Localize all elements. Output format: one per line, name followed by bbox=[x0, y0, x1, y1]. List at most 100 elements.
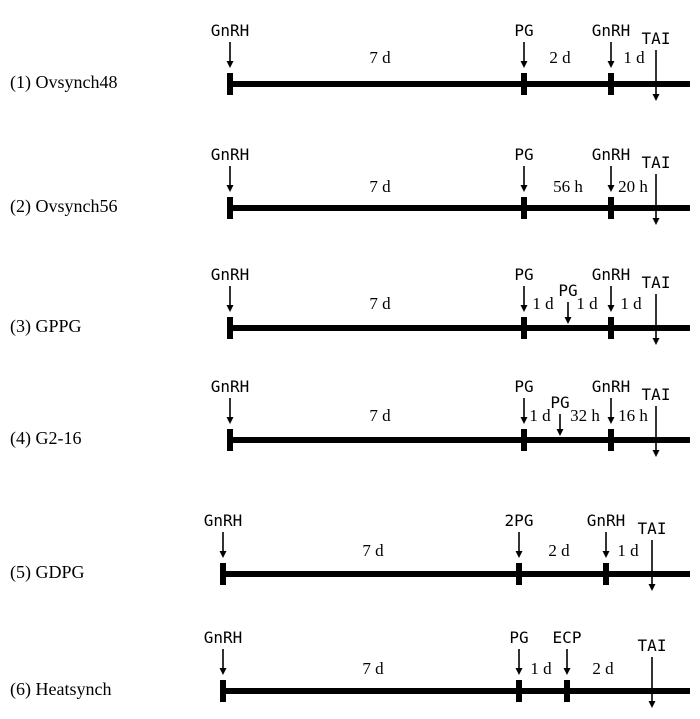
treatment-marker: GnRH bbox=[211, 145, 250, 219]
arrowhead-icon bbox=[648, 701, 656, 708]
treatment-marker: PG bbox=[514, 21, 534, 95]
protocol-row: (1) Ovsynch48 GnRH PG GnRH TAI 7 d 2 d 1 d bbox=[10, 21, 690, 101]
arrowhead-icon bbox=[520, 305, 528, 312]
arrowhead-icon bbox=[607, 417, 615, 424]
treatment-marker: PG bbox=[550, 393, 570, 436]
marker-label: PG bbox=[514, 377, 533, 396]
protocol-row: (5) GDPG GnRH 2PG GnRH TAI 7 d 2 d 1 d bbox=[10, 511, 690, 591]
interval-label: 2 d bbox=[549, 48, 571, 67]
interval-label: 7 d bbox=[369, 48, 391, 67]
marker-label: GnRH bbox=[592, 21, 631, 40]
treatment-marker: TAI bbox=[642, 29, 671, 101]
marker-label: TAI bbox=[642, 385, 671, 404]
interval-label: 20 h bbox=[618, 177, 648, 196]
arrowhead-icon bbox=[515, 551, 523, 558]
marker-label: GnRH bbox=[204, 511, 243, 530]
arrowhead-icon bbox=[602, 551, 610, 558]
interval-label: 2 d bbox=[548, 541, 570, 560]
arrowhead-icon bbox=[652, 338, 660, 345]
arrowhead-icon bbox=[520, 61, 528, 68]
marker-label: GnRH bbox=[211, 145, 250, 164]
interval-label: 7 d bbox=[369, 177, 391, 196]
treatment-marker: PG bbox=[514, 377, 534, 451]
treatment-marker: 2PG bbox=[505, 511, 534, 585]
interval-label: 1 d bbox=[530, 659, 552, 678]
interval-label: 1 d bbox=[620, 294, 642, 313]
protocol-label: (2) Ovsynch56 bbox=[10, 196, 117, 217]
marker-label: GnRH bbox=[211, 377, 250, 396]
arrowhead-icon bbox=[226, 61, 234, 68]
protocol-label: (5) GDPG bbox=[10, 562, 85, 583]
treatment-marker: GnRH bbox=[211, 377, 250, 451]
marker-label: GnRH bbox=[592, 377, 631, 396]
arrowhead-icon bbox=[226, 305, 234, 312]
marker-label: PG bbox=[558, 281, 577, 300]
marker-label: GnRH bbox=[211, 265, 250, 284]
arrowhead-icon bbox=[652, 94, 660, 101]
arrowhead-icon bbox=[652, 218, 660, 225]
marker-label: TAI bbox=[638, 519, 667, 538]
treatment-marker: TAI bbox=[638, 636, 667, 708]
treatment-marker: GnRH bbox=[592, 377, 631, 451]
arrowhead-icon bbox=[219, 668, 227, 675]
marker-label: GnRH bbox=[211, 21, 250, 40]
marker-label: GnRH bbox=[592, 145, 631, 164]
interval-label: 1 d bbox=[532, 294, 554, 313]
arrowhead-icon bbox=[226, 417, 234, 424]
protocol-label: (1) Ovsynch48 bbox=[10, 72, 117, 93]
treatment-marker: GnRH bbox=[211, 21, 250, 95]
protocol-label: (3) GPPG bbox=[10, 316, 82, 337]
interval-label: 2 d bbox=[592, 659, 614, 678]
marker-label: TAI bbox=[642, 153, 671, 172]
arrowhead-icon bbox=[648, 584, 656, 591]
interval-label: 1 d bbox=[623, 48, 645, 67]
treatment-marker: GnRH bbox=[587, 511, 626, 585]
arrowhead-icon bbox=[607, 185, 615, 192]
arrowhead-icon bbox=[219, 551, 227, 558]
interval-label: 7 d bbox=[369, 294, 391, 313]
marker-label: ECP bbox=[553, 628, 582, 647]
marker-label: TAI bbox=[638, 636, 667, 655]
treatment-marker: TAI bbox=[638, 519, 667, 591]
arrowhead-icon bbox=[520, 185, 528, 192]
treatment-marker: GnRH bbox=[211, 265, 250, 339]
treatment-marker: PG bbox=[514, 265, 534, 339]
marker-label: TAI bbox=[642, 29, 671, 48]
marker-label: 2PG bbox=[505, 511, 534, 530]
marker-label: GnRH bbox=[204, 628, 243, 647]
treatment-marker: GnRH bbox=[204, 628, 243, 702]
arrowhead-icon bbox=[563, 668, 571, 675]
protocol-row: (2) Ovsynch56 GnRH PG GnRH TAI 7 d 56 h 20 h bbox=[10, 145, 690, 225]
protocol-row: (6) Heatsynch GnRH PG ECP TAI 7 d 1 d 2 d bbox=[10, 628, 690, 708]
interval-label: 32 h bbox=[570, 406, 600, 425]
protocol-label: (4) G2-16 bbox=[10, 428, 81, 449]
protocol-row: (4) G2-16 GnRH PG PG GnRH TAI 7 d 1 d 32 h 16 h bbox=[10, 377, 690, 457]
arrowhead-icon bbox=[226, 185, 234, 192]
treatment-marker: TAI bbox=[642, 153, 671, 225]
arrowhead-icon bbox=[607, 305, 615, 312]
marker-label: GnRH bbox=[592, 265, 631, 284]
arrowhead-icon bbox=[515, 668, 523, 675]
marker-label: PG bbox=[514, 265, 533, 284]
marker-label: PG bbox=[509, 628, 528, 647]
treatment-marker: GnRH bbox=[592, 265, 631, 339]
interval-label: 1 d bbox=[529, 406, 551, 425]
marker-label: PG bbox=[514, 21, 533, 40]
marker-label: GnRH bbox=[587, 511, 626, 530]
marker-label: TAI bbox=[642, 273, 671, 292]
interval-label: 7 d bbox=[362, 541, 384, 560]
interval-label: 1 d bbox=[617, 541, 639, 560]
interval-label: 7 d bbox=[362, 659, 384, 678]
treatment-marker: ECP bbox=[553, 628, 582, 702]
interval-label: 7 d bbox=[369, 406, 391, 425]
interval-label: 56 h bbox=[553, 177, 583, 196]
treatment-marker: GnRH bbox=[592, 145, 631, 219]
arrowhead-icon bbox=[556, 429, 564, 436]
treatment-marker: PG bbox=[558, 281, 578, 324]
marker-label: PG bbox=[514, 145, 533, 164]
arrowhead-icon bbox=[520, 417, 528, 424]
interval-label: 16 h bbox=[618, 406, 648, 425]
treatment-marker: PG bbox=[514, 145, 534, 219]
treatment-marker: PG bbox=[509, 628, 529, 702]
